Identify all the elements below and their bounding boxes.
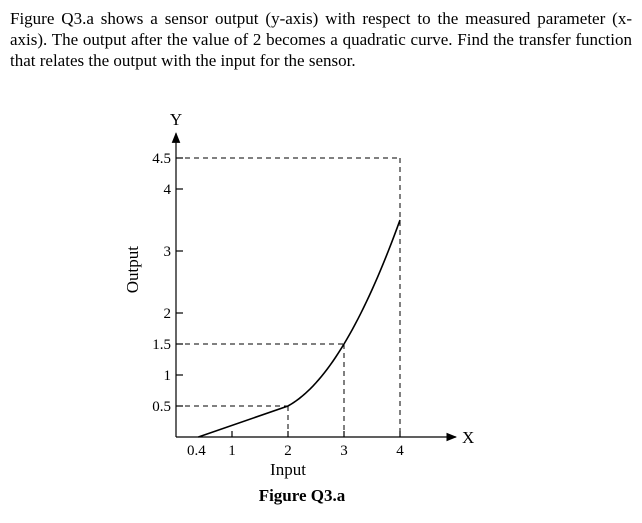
y-ticks: 0.5 1 1.5 2 3 4 4.5 — [152, 151, 183, 415]
x-ticks: 0.4 1 2 3 4 — [187, 431, 404, 459]
series-line — [198, 219, 401, 438]
y-axis-letter: Y — [170, 110, 182, 129]
y-tick-label: 4 — [164, 182, 172, 198]
y-tick-label: 4.5 — [152, 151, 171, 167]
x-tick-label: 4 — [396, 443, 404, 459]
x-tick-label: 1 — [228, 443, 236, 459]
y-tick-label: 1 — [164, 368, 172, 384]
x-tick-label: 2 — [284, 443, 292, 459]
x-axis-letter: X — [462, 428, 474, 447]
y-tick-label: 1.5 — [152, 337, 171, 353]
y-axis-label: Output — [123, 246, 142, 294]
y-tick-label: 2 — [164, 306, 172, 322]
x-tick-label: 0.4 — [187, 443, 206, 459]
axes — [171, 132, 458, 442]
figure-caption: Figure Q3.a — [259, 486, 346, 505]
x-axis-label: Input — [270, 460, 306, 479]
x-tick-label: 3 — [340, 443, 348, 459]
y-tick-label: 3 — [164, 244, 172, 260]
guide-lines — [176, 157, 401, 437]
problem-statement: Figure Q3.a shows a sensor output (y-axi… — [10, 9, 632, 70]
y-tick-label: 0.5 — [152, 399, 171, 415]
